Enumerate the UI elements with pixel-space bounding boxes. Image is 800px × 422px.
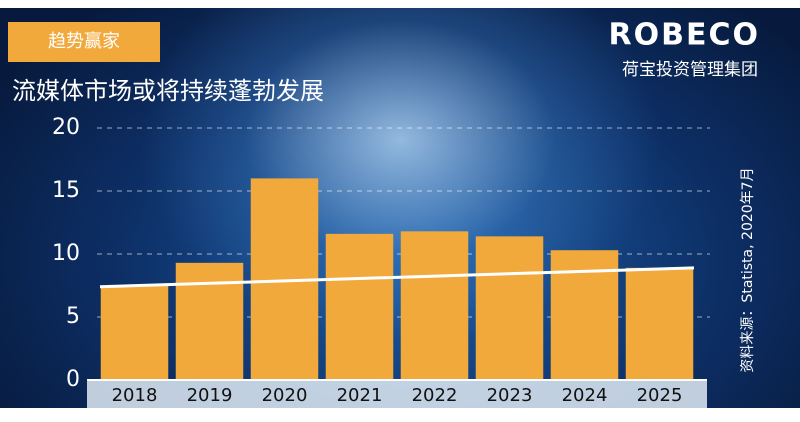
x-tick-label: 2022 [412,385,458,406]
y-tick-label: 10 [52,241,80,266]
tag: 趋势赢家 [48,30,120,52]
x-tick-label: 2025 [637,385,683,406]
x-tick-label: 2023 [487,385,533,406]
x-tick-label: 2020 [262,385,308,406]
y-tick-label: 0 [66,367,80,392]
x-axis-band [87,380,707,408]
y-tick-label: 5 [66,304,80,329]
tag-box [8,22,160,62]
bottom-border [0,408,800,422]
bar [400,231,469,380]
bar [100,285,169,380]
brand-subtitle: 荷宝投资管理集团 [622,60,758,80]
chart-title: 流媒体市场或将持续蓬勃发展 [12,77,324,105]
y-tick-label: 20 [52,115,80,140]
x-tick-label: 2021 [337,385,383,406]
top-border [0,0,800,8]
source: 资料来源：Statista, 2020年7月 [740,167,756,372]
y-tick-label: 15 [52,178,80,203]
bar [625,267,694,380]
x-tick-label: 2019 [187,385,233,406]
logo: ROBECO [609,18,760,53]
x-tick-label: 2024 [562,385,608,406]
bar [175,262,244,380]
bar [325,233,394,380]
x-tick-label: 2018 [112,385,158,406]
bar [475,236,544,380]
trend-line [99,266,695,289]
